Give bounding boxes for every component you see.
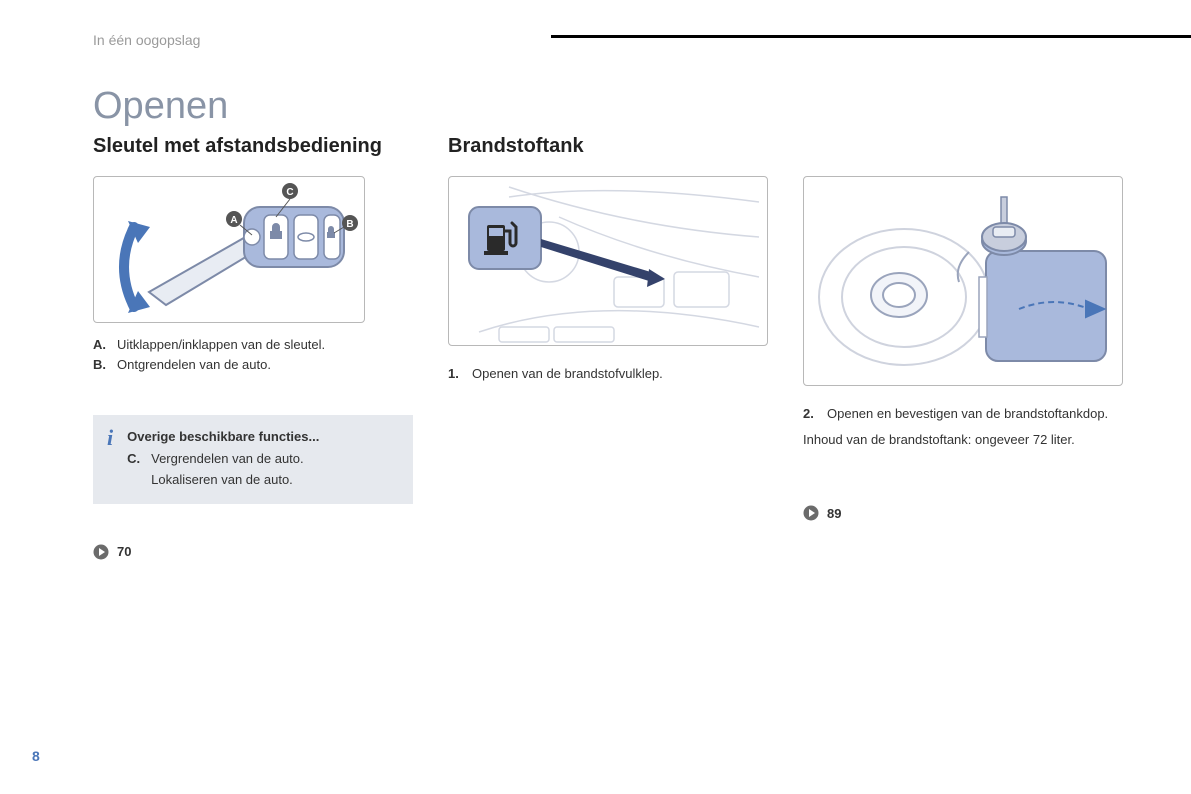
list-item: B. Ontgrendelen van de auto. — [93, 355, 413, 375]
page-number: 8 — [32, 748, 40, 764]
column-fuel-tank-1: Brandstoftank — [448, 135, 768, 560]
list-letter: C. — [127, 449, 143, 469]
info-content: Overige beschikbare functies... C. Vergr… — [127, 427, 319, 489]
list-letter: B. — [93, 355, 109, 375]
key-list: A. Uitklappen/inklappen van de sleutel. … — [93, 335, 413, 375]
list-text: Lokaliseren van de auto. — [151, 470, 293, 490]
column-key-remote: Sleutel met afstandsbediening — [93, 135, 413, 560]
page-title: Openen — [93, 85, 228, 128]
arrow-right-circle-icon — [803, 505, 819, 521]
arrow-right-circle-icon — [93, 544, 109, 560]
info-box: i Overige beschikbare functies... C. Ver… — [93, 415, 413, 503]
list-letter: 2. — [803, 404, 819, 424]
list-text: Uitklappen/inklappen van de sleutel. — [117, 335, 325, 355]
figure-key-remote: A B C — [93, 176, 365, 323]
list-letter: A. — [93, 335, 109, 355]
list-letter: 1. — [448, 364, 464, 384]
fuel-flap-button-illustration — [449, 177, 768, 346]
list-text: Openen en bevestigen van de brandstoftan… — [827, 404, 1108, 424]
figure-fuel-cap — [803, 176, 1123, 386]
page-ref-number: 89 — [827, 506, 841, 521]
list-item: 1. Openen van de brandstofvulklep. — [448, 364, 768, 384]
page-reference: 89 — [803, 505, 1123, 521]
info-icon: i — [107, 427, 113, 449]
list-item: C. Vergrendelen van de auto. — [127, 449, 319, 469]
fuel-cap-illustration — [804, 177, 1123, 386]
subtitle-key-remote: Sleutel met afstandsbediening — [93, 135, 413, 158]
list-text: Ontgrendelen van de auto. — [117, 355, 271, 375]
list-item: Lokaliseren van de auto. — [127, 470, 319, 490]
info-title: Overige beschikbare functies... — [127, 427, 319, 447]
list-text: Vergrendelen van de auto. — [151, 449, 304, 469]
content-columns: Sleutel met afstandsbediening — [93, 135, 1123, 560]
svg-text:C: C — [286, 187, 293, 198]
page-reference: 70 — [93, 544, 413, 560]
svg-text:B: B — [346, 219, 353, 230]
list-item: A. Uitklappen/inklappen van de sleutel. — [93, 335, 413, 355]
page-ref-number: 70 — [117, 544, 131, 559]
list-letter — [127, 470, 143, 490]
list-text: Openen van de brandstofvulklep. — [472, 364, 663, 384]
subtitle-fuel-tank: Brandstoftank — [448, 135, 768, 158]
breadcrumb: In één oogopslag — [93, 32, 200, 48]
fuel-list-1: 1. Openen van de brandstofvulklep. — [448, 364, 768, 384]
column-fuel-tank-2: . — [803, 135, 1123, 560]
list-item: 2. Openen en bevestigen van de brandstof… — [803, 404, 1123, 424]
tank-capacity-text: Inhoud van de brandstoftank: ongeveer 72… — [803, 430, 1123, 450]
figure-fuel-flap-button — [448, 176, 768, 346]
fuel-list-2: 2. Openen en bevestigen van de brandstof… — [803, 404, 1123, 424]
svg-text:A: A — [230, 215, 237, 226]
key-remote-illustration: A B C — [94, 177, 365, 323]
